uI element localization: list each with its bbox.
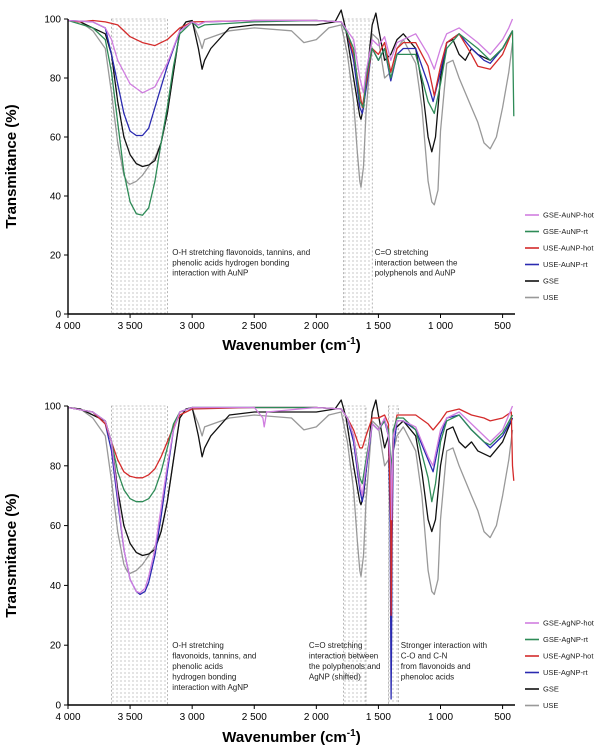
bottom-legend-entry: USE-AgNP-rt: [543, 668, 589, 677]
top-legend-entry: USE-AuNP-hot: [543, 244, 594, 253]
top-legend-entry: GSE: [543, 277, 559, 286]
bottom-annotation: C=O stretching: [309, 641, 363, 650]
bottom-x-tick-label: 4 000: [55, 712, 80, 723]
top-x-tick-label: 2 000: [304, 321, 329, 332]
bottom-series-gse-agnp-rt: [68, 406, 514, 503]
top-y-tick-label: 60: [50, 133, 62, 144]
top-y-tick-label: 80: [50, 74, 62, 85]
bottom-annotation: hydrogen bonding: [172, 673, 236, 682]
top-y-axis-title: Transmitance (%): [3, 104, 20, 228]
bottom-x-tick-label: 3 500: [118, 712, 143, 723]
bottom-x-tick-label: 1 000: [428, 712, 453, 723]
bottom-y-tick-label: 20: [50, 641, 62, 652]
top-series-use: [68, 19, 514, 206]
bottom-panel: 0 20 40 60 80 100 4 000 3 500 3 000 2 500 2 000 1 5…: [3, 399, 595, 746]
bottom-shaded-region-0: [111, 405, 168, 706]
bottom-legend-entry: USE-AgNP-hot: [543, 652, 594, 661]
bottom-series-use-agnp-rt: [68, 406, 514, 700]
bottom-legend-entry: GSE-AgNP-rt: [543, 635, 589, 644]
top-series-gse-aunp-rt: [68, 19, 515, 216]
bottom-annotation: interaction with AgNP: [172, 683, 248, 692]
bottom-x-tick-label: 1 500: [366, 712, 391, 723]
top-annotation: phenolic acids hydrogen bonding: [172, 258, 289, 267]
bottom-legend-entry: GSE-AgNP-hot: [543, 619, 595, 628]
top-y-tick-label: 0: [55, 310, 61, 321]
bottom-legend-entry: USE: [543, 701, 558, 710]
bottom-series-gse-agnp-hot: [68, 405, 514, 594]
bottom-x-tick-label: 3 000: [180, 712, 205, 723]
top-annotation: interaction with AuNP: [172, 269, 248, 278]
top-x-tick-label: 3 500: [118, 321, 143, 332]
bottom-annotation: from flavonoids and: [401, 662, 471, 671]
top-x-axis-title: Wavenumber (cm-1): [222, 336, 360, 354]
bottom-series-use: [68, 406, 514, 596]
bottom-annotation: phenoloc acids: [401, 673, 454, 682]
bottom-annotation: C-O and C-N: [401, 652, 448, 661]
top-shaded-region-0: [111, 18, 168, 315]
bottom-x-tick-label: 2 500: [242, 712, 267, 723]
bottom-y-tick-label: 100: [44, 402, 61, 413]
top-series-group: [68, 9, 515, 216]
bottom-x-tick-label: 500: [494, 712, 511, 723]
bottom-series-group: [68, 399, 515, 700]
top-x-tick-label: 2 500: [242, 321, 267, 332]
bottom-y-tick-label: 60: [50, 521, 62, 532]
bottom-x-axis-title: Wavenumber (cm-1): [222, 728, 360, 746]
top-x-tick-label: 3 000: [180, 321, 205, 332]
top-x-tick-label: 500: [494, 321, 511, 332]
bottom-series-use-agnp-hot: [68, 406, 515, 616]
bottom-annotation: interaction between: [309, 652, 378, 661]
bottom-x-tick-label: 2 000: [304, 712, 329, 723]
top-annotation: C=O stretching: [375, 248, 429, 257]
bottom-annotation: Stronger interaction with: [401, 641, 487, 650]
bottom-y-tick-label: 0: [55, 701, 61, 712]
bottom-annotation: phenolic acids: [172, 662, 223, 671]
top-y-tick-label: 20: [50, 251, 62, 262]
top-panel: 0 20 40 60 80 100 4 000 3 500 3 000 2 500 2 000 1 5…: [3, 9, 595, 354]
top-legend-entry: GSE-AuNP-rt: [543, 227, 589, 236]
bottom-y-axis-title: Transmitance (%): [3, 493, 20, 617]
bottom-series-gse: [68, 399, 514, 628]
top-series-gse-aunp-hot: [68, 18, 514, 94]
top-legend-entry: GSE-AuNP-hot: [543, 211, 595, 220]
top-x-tick-label: 1 500: [366, 321, 391, 332]
top-legend-entry: USE: [543, 293, 558, 302]
bottom-y-tick-label: 80: [50, 461, 62, 472]
top-annotation: polyphenols and AuNP: [375, 269, 456, 278]
top-y-tick-label: 40: [50, 192, 62, 203]
bottom-annotation: flavonoids, tannins, and: [172, 652, 256, 661]
bottom-legend-entry: GSE: [543, 685, 559, 694]
bottom-y-tick-label: 40: [50, 581, 62, 592]
bottom-annotation: AgNP (shifted): [309, 673, 361, 682]
top-x-tick-label: 1 000: [428, 321, 453, 332]
top-x-tick-label: 4 000: [55, 321, 80, 332]
top-annotation: interaction between the: [375, 258, 458, 267]
top-series-use-aunp-rt: [68, 19, 514, 137]
top-annotation: O-H stretching flavonoids, tannins, and: [172, 248, 310, 257]
top-legend-entry: USE-AuNP-rt: [543, 260, 589, 269]
bottom-annotation: the polyphenols and: [309, 662, 381, 671]
bottom-annotation: O-H stretching: [172, 641, 224, 650]
top-y-tick-label: 100: [44, 15, 61, 26]
